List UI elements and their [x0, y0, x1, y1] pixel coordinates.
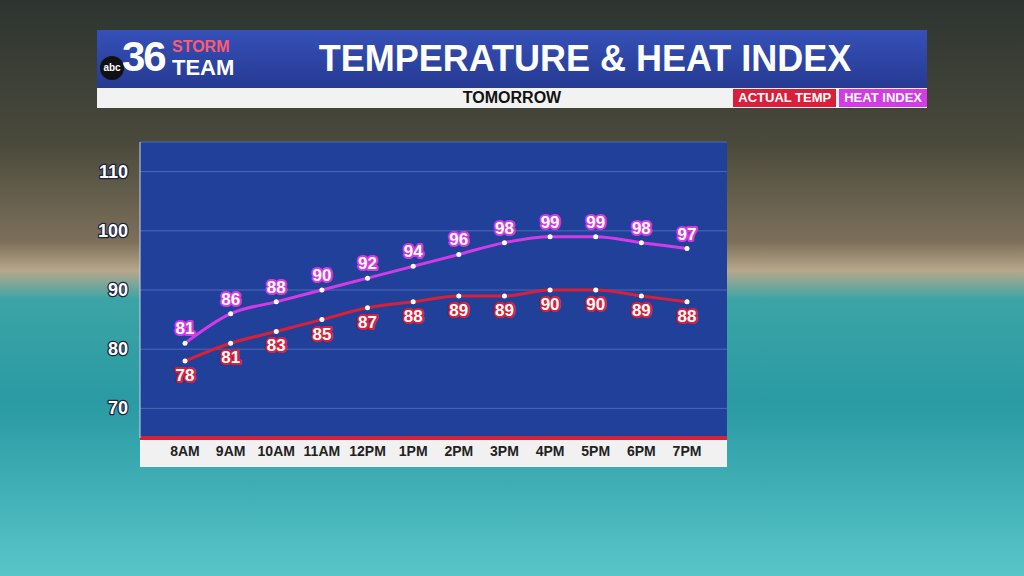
svg-text:88: 88 — [404, 307, 423, 326]
svg-text:5PM: 5PM — [581, 443, 610, 459]
svg-text:10AM: 10AM — [258, 443, 295, 459]
svg-text:97: 97 — [678, 225, 697, 244]
svg-text:98: 98 — [495, 219, 514, 238]
html-text:TEAM: TEAM — [172, 55, 235, 80]
svg-text:80: 80 — [108, 339, 128, 359]
svg-text:90: 90 — [312, 266, 331, 285]
svg-text:81: 81 — [176, 319, 195, 338]
svg-text:2PM: 2PM — [444, 443, 473, 459]
svg-text:89: 89 — [632, 301, 651, 320]
svg-text:98: 98 — [632, 219, 651, 238]
svg-text:90: 90 — [541, 295, 560, 314]
html-text:TOMORROW: TOMORROW — [462, 89, 562, 106]
svg-text:89: 89 — [449, 301, 468, 320]
svg-text:90: 90 — [108, 280, 128, 300]
svg-text:1PM: 1PM — [399, 443, 428, 459]
svg-text:8AM: 8AM — [170, 443, 200, 459]
html-text:36: 36 — [122, 33, 165, 80]
svg-text:78: 78 — [176, 366, 195, 385]
svg-text:99: 99 — [541, 213, 560, 232]
svg-text:12PM: 12PM — [349, 443, 386, 459]
svg-text:70: 70 — [108, 398, 128, 418]
svg-text:6PM: 6PM — [627, 443, 656, 459]
svg-text:86: 86 — [221, 290, 240, 309]
html-text:abc: abc — [103, 62, 121, 73]
svg-text:110: 110 — [99, 162, 128, 182]
svg-text:7PM: 7PM — [673, 443, 702, 459]
svg-text:90: 90 — [586, 295, 605, 314]
svg-text:3PM: 3PM — [490, 443, 519, 459]
svg-text:89: 89 — [495, 301, 514, 320]
html-text:STORM: STORM — [172, 38, 230, 55]
svg-text:83: 83 — [267, 336, 286, 355]
svg-text:4PM: 4PM — [536, 443, 565, 459]
svg-text:88: 88 — [678, 307, 697, 326]
svg-text:96: 96 — [449, 230, 468, 249]
svg-text:94: 94 — [404, 242, 423, 261]
html-text:HEAT INDEX: HEAT INDEX — [844, 90, 922, 105]
svg-text:11AM: 11AM — [304, 443, 341, 459]
svg-text:87: 87 — [358, 313, 377, 332]
html-text:TEMPERATURE & HEAT INDEX: TEMPERATURE & HEAT INDEX — [318, 38, 852, 79]
svg-text:81: 81 — [221, 348, 240, 367]
svg-text:100: 100 — [98, 221, 128, 241]
svg-text:88: 88 — [267, 278, 286, 297]
svg-text:85: 85 — [312, 325, 331, 344]
svg-text:9AM: 9AM — [216, 443, 246, 459]
svg-text:92: 92 — [358, 254, 377, 273]
svg-text:99: 99 — [586, 213, 605, 232]
html-text:ACTUAL TEMP: ACTUAL TEMP — [738, 90, 832, 105]
